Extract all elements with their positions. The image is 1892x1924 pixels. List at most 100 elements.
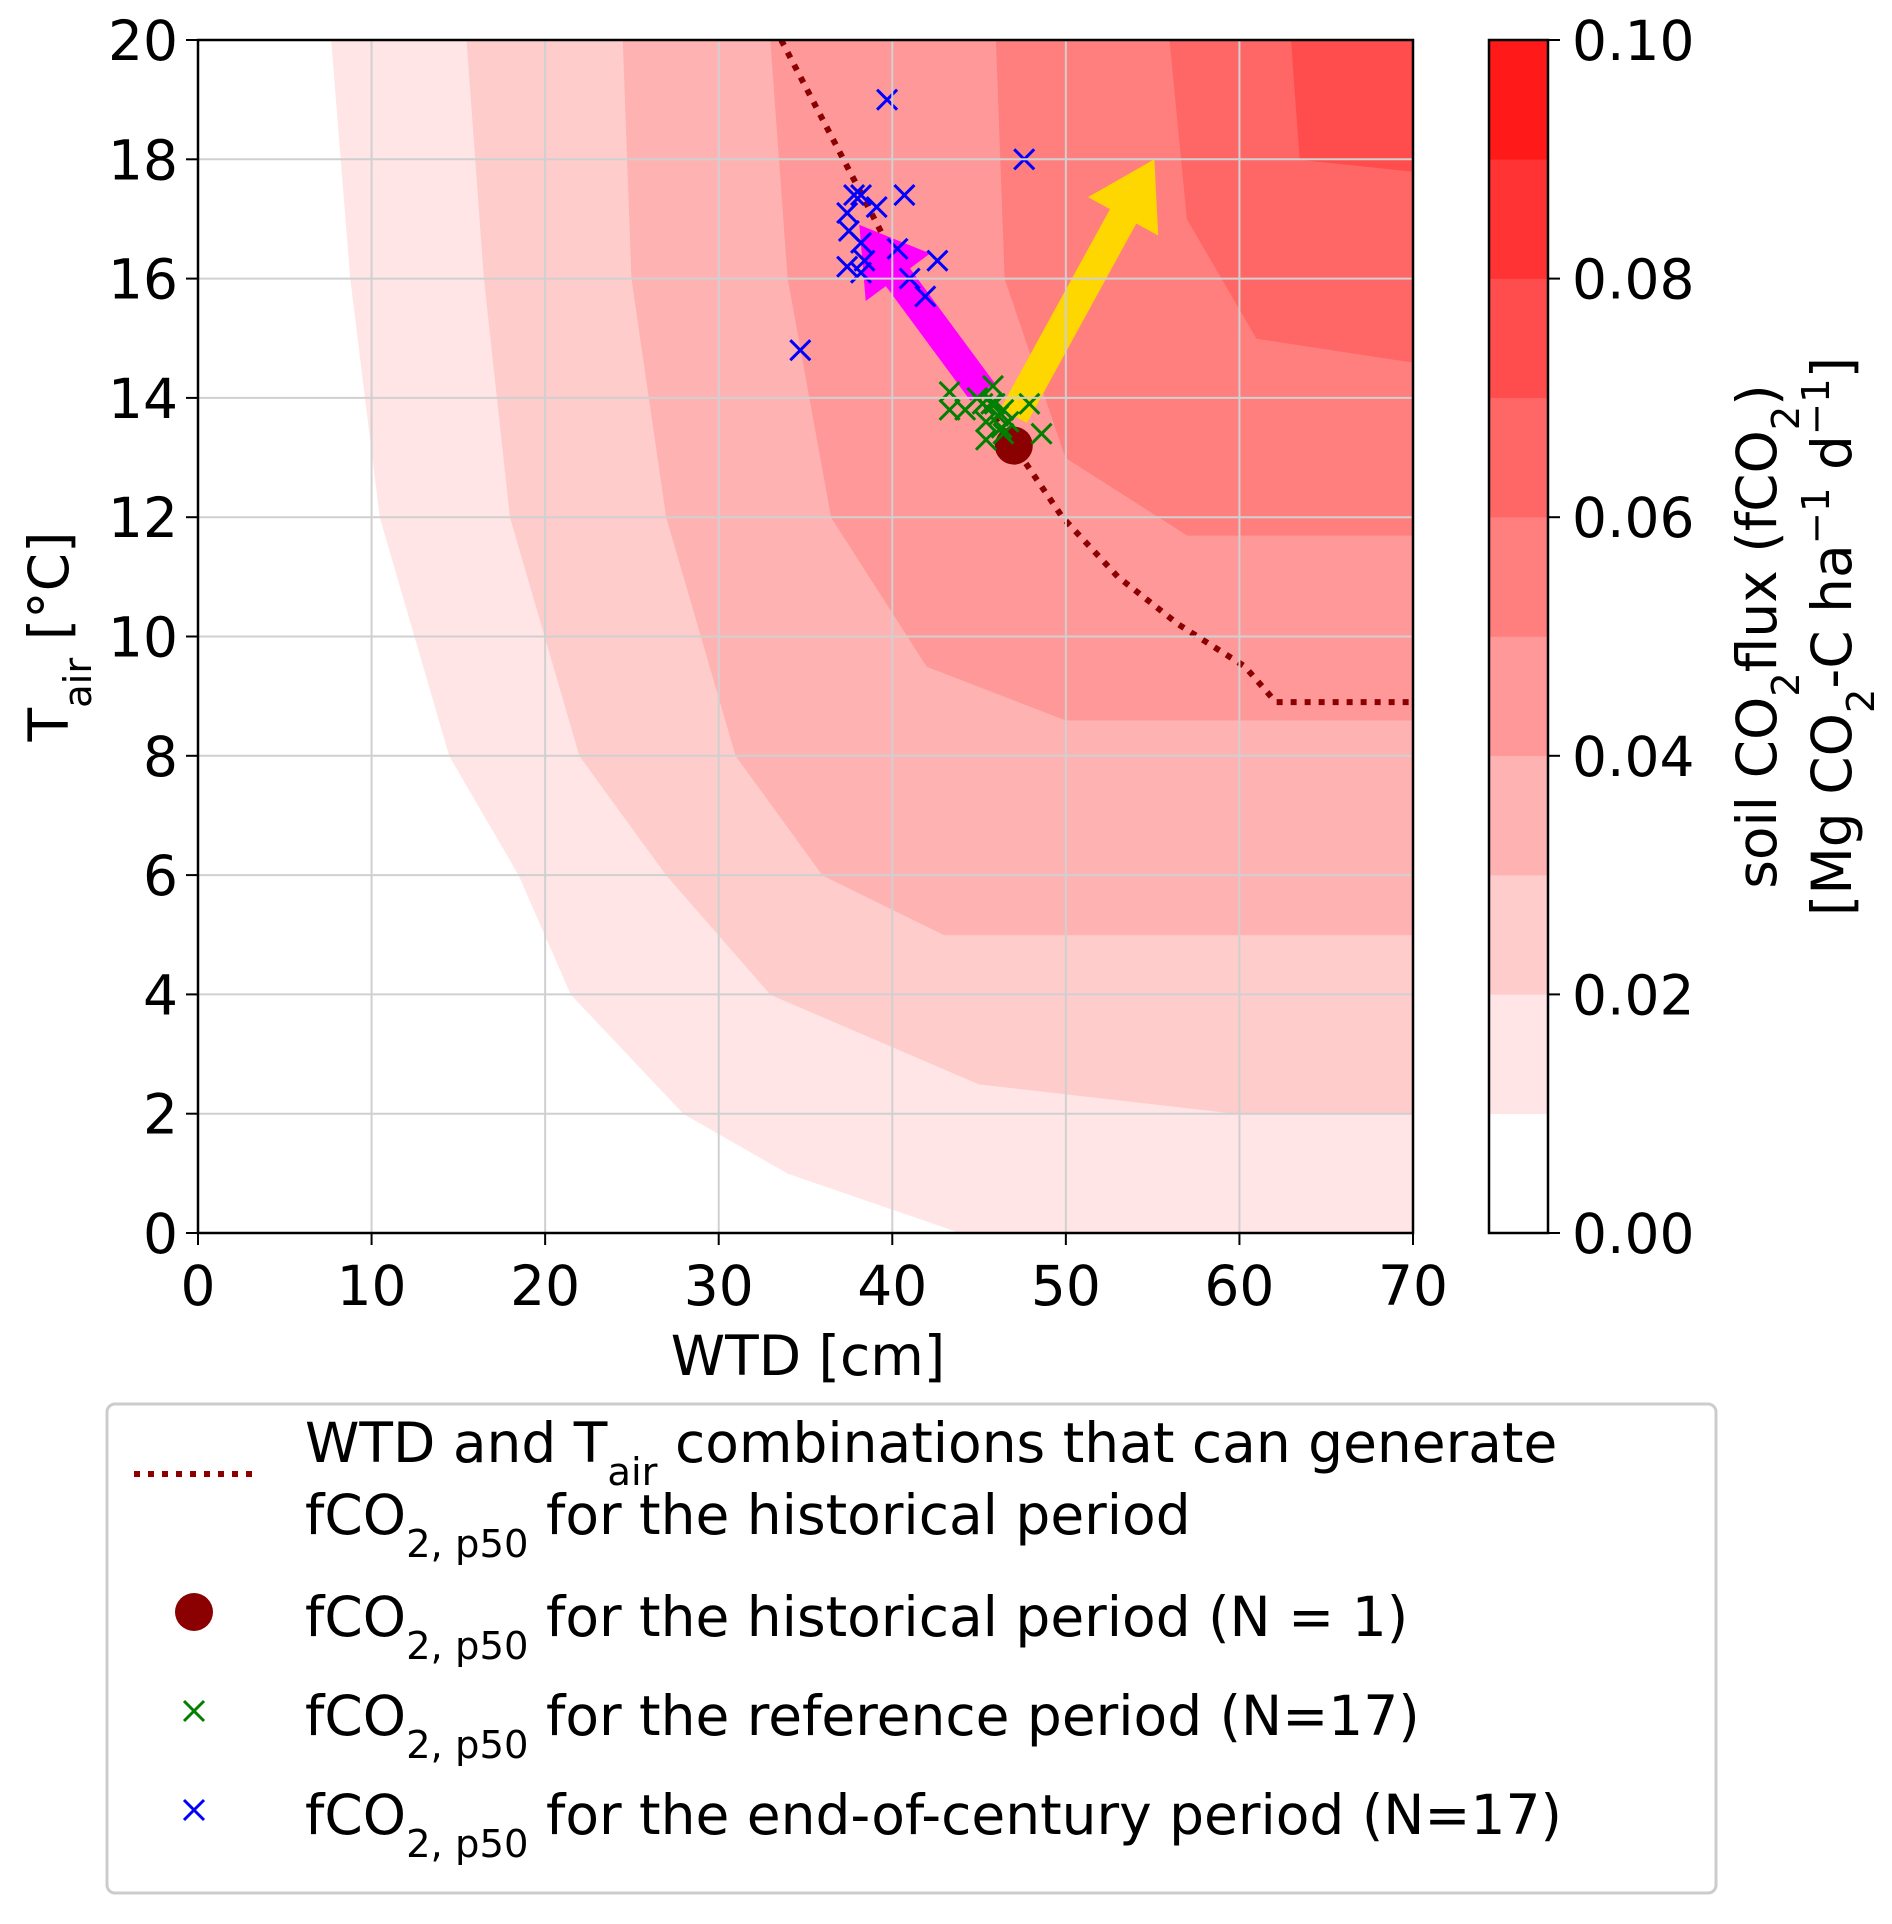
cross-marker bbox=[926, 249, 949, 272]
y-tick-label: 10 bbox=[108, 606, 178, 670]
cross-marker bbox=[981, 374, 1005, 398]
legend-handle bbox=[182, 1699, 206, 1723]
colorbar-label: soil CO2flux (fCO2) bbox=[1725, 384, 1809, 889]
subscript: 2 bbox=[1764, 672, 1809, 697]
cross-marker bbox=[1030, 422, 1053, 445]
y-tick-label: 12 bbox=[108, 486, 178, 550]
cross-marker bbox=[914, 285, 937, 308]
y-tick-label: 18 bbox=[108, 128, 178, 192]
colorbar-band bbox=[1488, 516, 1549, 637]
colorbar-tick-label: 0.00 bbox=[1572, 1202, 1694, 1266]
contour-band bbox=[1290, 40, 1413, 172]
x-tick-label: 70 bbox=[1378, 1254, 1448, 1318]
legend-handle bbox=[175, 1593, 213, 1631]
cross-marker bbox=[789, 339, 812, 362]
cross-marker bbox=[992, 422, 1015, 445]
text-part: fCO bbox=[305, 1483, 406, 1547]
colorbar-band bbox=[1488, 1113, 1549, 1234]
text-part: ) bbox=[1725, 384, 1789, 405]
text-part: fCO bbox=[305, 1585, 406, 1649]
legend-label: fCO2, p50 for the reference period (N=17… bbox=[305, 1684, 1420, 1768]
legend-label: WTD and Tair combinations that can gener… bbox=[305, 1411, 1557, 1495]
text-part: for the historical period (N = 1) bbox=[528, 1585, 1408, 1649]
cross-marker bbox=[836, 255, 859, 278]
x-tick-label: 10 bbox=[337, 1254, 407, 1318]
y-tick-label: 4 bbox=[143, 963, 178, 1027]
y-tick-label: 20 bbox=[108, 9, 178, 73]
shift-arrow bbox=[1000, 159, 1159, 424]
cross-marker bbox=[886, 237, 909, 260]
y-tick-label: 16 bbox=[108, 248, 178, 312]
colorbar-band bbox=[1488, 397, 1549, 518]
cross-marker bbox=[849, 184, 873, 207]
legend-handle bbox=[182, 1798, 206, 1822]
text-part: fCO bbox=[305, 1684, 406, 1748]
cross-marker bbox=[865, 195, 888, 219]
colorbar-tick-label: 0.08 bbox=[1572, 248, 1694, 312]
y-tick-label: 2 bbox=[143, 1083, 178, 1147]
legend-box bbox=[105, 1402, 1718, 1895]
superscript: −1 bbox=[1794, 488, 1839, 545]
text-part: ] bbox=[1800, 357, 1864, 378]
x-axis-label: WTD [cm] bbox=[671, 1324, 946, 1388]
cross-marker bbox=[974, 428, 998, 451]
subscript: 2, p50 bbox=[406, 1624, 528, 1669]
subscript: 2 bbox=[1764, 406, 1809, 431]
cross-marker bbox=[836, 201, 859, 225]
cross-marker bbox=[974, 410, 998, 433]
colorbar-tick-label: 0.04 bbox=[1572, 725, 1694, 789]
text-part: d bbox=[1800, 435, 1864, 487]
legend-label: fCO2, p50 for the historical period (N =… bbox=[305, 1585, 1408, 1669]
subscript: 2, p50 bbox=[406, 1522, 528, 1567]
colorbar-tick-label: 0.02 bbox=[1572, 963, 1694, 1027]
text-part: soil CO bbox=[1725, 697, 1789, 889]
text-part: [Mg CO bbox=[1800, 713, 1864, 916]
colorbar-label: [Mg CO2-C ha−1 d−1] bbox=[1794, 357, 1884, 916]
colorbar-tick-label: 0.10 bbox=[1572, 9, 1694, 73]
subscript: air bbox=[607, 1450, 657, 1495]
y-tick-label: 0 bbox=[143, 1202, 178, 1266]
colorbar-band bbox=[1488, 755, 1549, 876]
text-part: flux (fCO bbox=[1725, 430, 1789, 672]
y-tick-label: 8 bbox=[143, 725, 178, 789]
plot-frame bbox=[196, 38, 1415, 1235]
colorbar-tick-label: 0.06 bbox=[1572, 486, 1694, 550]
cross-marker bbox=[893, 184, 916, 207]
text-part: for the end-of-century period (N=17) bbox=[528, 1783, 1561, 1847]
subscript: 2 bbox=[1839, 689, 1884, 714]
text-part: for the reference period (N=17) bbox=[528, 1684, 1419, 1748]
text-part: T bbox=[17, 708, 81, 743]
cross-marker bbox=[938, 398, 961, 421]
y-tick-label: 6 bbox=[143, 844, 178, 908]
text-part: WTD and T bbox=[305, 1411, 608, 1475]
text-part: -C ha bbox=[1800, 544, 1864, 688]
colorbar-band bbox=[1488, 39, 1549, 160]
x-tick-label: 40 bbox=[857, 1254, 927, 1318]
colorbar-band bbox=[1488, 636, 1549, 757]
colorbar-frame bbox=[1487, 38, 1550, 1235]
y-tick-label: 14 bbox=[108, 367, 178, 431]
subscript: 2, p50 bbox=[406, 1822, 528, 1867]
x-tick-label: 20 bbox=[510, 1254, 580, 1318]
x-tick-label: 0 bbox=[181, 1254, 216, 1318]
colorbar-band bbox=[1488, 278, 1549, 399]
cross-marker bbox=[992, 398, 1015, 421]
legend-label: fCO2, p50 for the end-of-century period … bbox=[305, 1783, 1562, 1867]
text-part: combinations that can generate bbox=[658, 1411, 1558, 1475]
x-tick-label: 60 bbox=[1204, 1254, 1274, 1318]
colorbar-band bbox=[1488, 159, 1549, 279]
legend-label: fCO2, p50 for the historical period bbox=[305, 1483, 1191, 1567]
y-axis-label: Tair [°C] bbox=[17, 531, 101, 742]
x-tick-label: 50 bbox=[1031, 1254, 1101, 1318]
subscript: air bbox=[56, 658, 101, 708]
text-part: [°C] bbox=[17, 531, 81, 657]
superscript: −1 bbox=[1794, 378, 1839, 435]
cross-marker bbox=[843, 184, 866, 207]
cross-marker bbox=[876, 88, 899, 111]
colorbar-band bbox=[1488, 874, 1549, 995]
cross-marker bbox=[997, 410, 1020, 433]
subscript: 2, p50 bbox=[406, 1723, 528, 1768]
text-part: for the historical period bbox=[528, 1483, 1190, 1547]
x-tick-label: 30 bbox=[684, 1254, 754, 1318]
